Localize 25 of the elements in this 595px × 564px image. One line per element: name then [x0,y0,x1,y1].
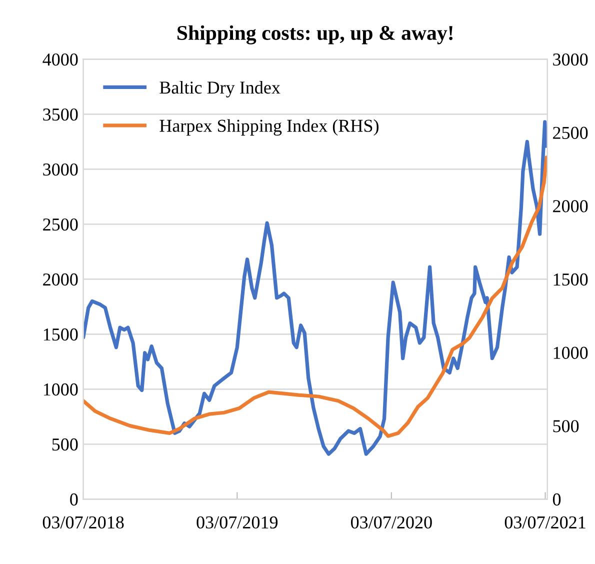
y-tick-label: 0 [70,493,78,506]
y2-tick-label: 1000 [554,346,588,359]
x-tick-label: 03/07/2019 [196,516,278,529]
x-tick-label: 03/07/2021 [504,516,586,529]
y-tick-label: 2000 [43,273,78,286]
x-tick-label: 03/07/2020 [350,516,432,529]
y2-tick-label: 0 [552,493,561,506]
legend-label: Harpex Shipping Index (RHS) [160,119,378,136]
y2-tick-label: 500 [553,420,579,432]
y2-tick-label: 1500 [554,273,588,286]
line-series [83,120,548,456]
y-tick-label: 3500 [43,108,78,121]
y2-tick-label: 2000 [553,200,588,212]
y-tick-label: 4000 [42,53,78,66]
legend-label: Baltic Dry Index [160,80,280,98]
y-tick-label: 500 [52,438,78,451]
y-tick-label: 1000 [44,383,78,396]
chart-title: Shipping costs: up, up & away! [178,25,452,44]
y2-tick-label: 2500 [553,126,588,139]
y-tick-label: 3000 [43,163,78,176]
y-tick-label: 1500 [44,328,78,341]
y2-tick-label: 3000 [553,53,588,66]
y-tick-label: 2500 [43,218,78,231]
line-series [83,156,548,438]
x-tick-label: 03/07/2018 [42,516,124,529]
